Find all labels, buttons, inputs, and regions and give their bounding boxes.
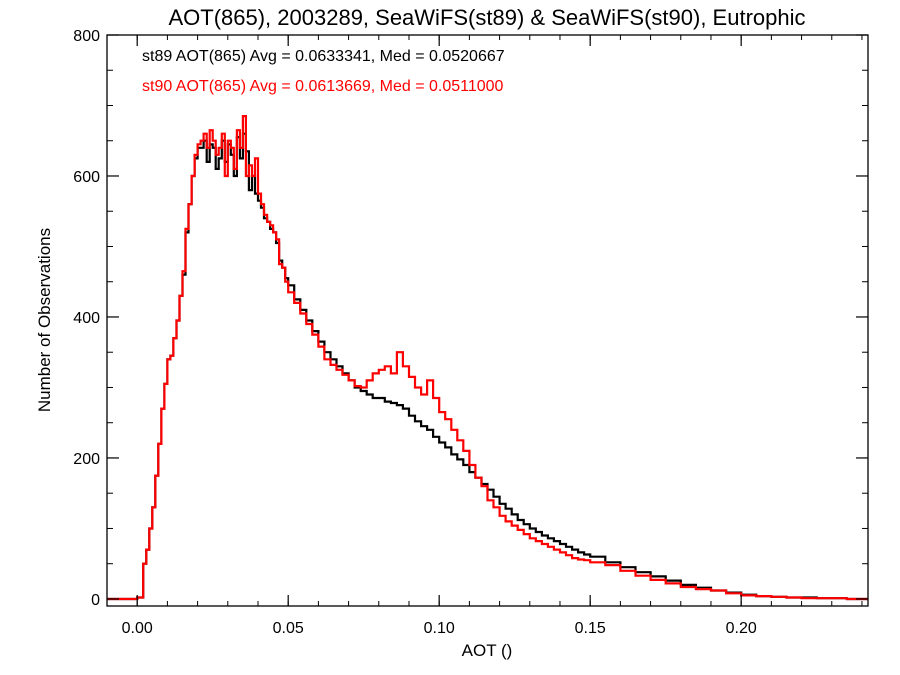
series-line-st90 — [107, 115, 868, 601]
y-tick-label: 600 — [73, 169, 100, 186]
x-axis-label: AOT () — [462, 641, 513, 660]
x-tick-label: 0.20 — [726, 620, 757, 637]
annotation-st90: st90 AOT(865) Avg = 0.0613669, Med = 0.0… — [142, 78, 504, 95]
y-axis-label: Number of Observations — [35, 228, 54, 412]
x-tick-label: 0.05 — [273, 620, 304, 637]
plot-frame — [106, 34, 869, 607]
chart-title: AOT(865), 2003289, SeaWiFS(st89) & SeaWi… — [168, 5, 805, 30]
x-tick-label: 0.10 — [424, 620, 455, 637]
x-tick-label: 0.00 — [122, 620, 153, 637]
x-tick-label: 0.15 — [575, 620, 606, 637]
y-tick-label: 0 — [91, 592, 100, 609]
y-tick-label: 800 — [73, 28, 100, 45]
annotation-st89: st89 AOT(865) Avg = 0.0633341, Med = 0.0… — [142, 48, 505, 65]
y-tick-label: 400 — [73, 310, 100, 327]
series-line-st89 — [107, 132, 868, 601]
series-layer — [107, 115, 868, 601]
y-tick-label: 200 — [73, 451, 100, 468]
axis-ticks — [107, 34, 868, 606]
axis-tick-labels: 0.00 0.05 0.10 0.15 0.20 0 200 400 600 800 — [73, 28, 757, 637]
